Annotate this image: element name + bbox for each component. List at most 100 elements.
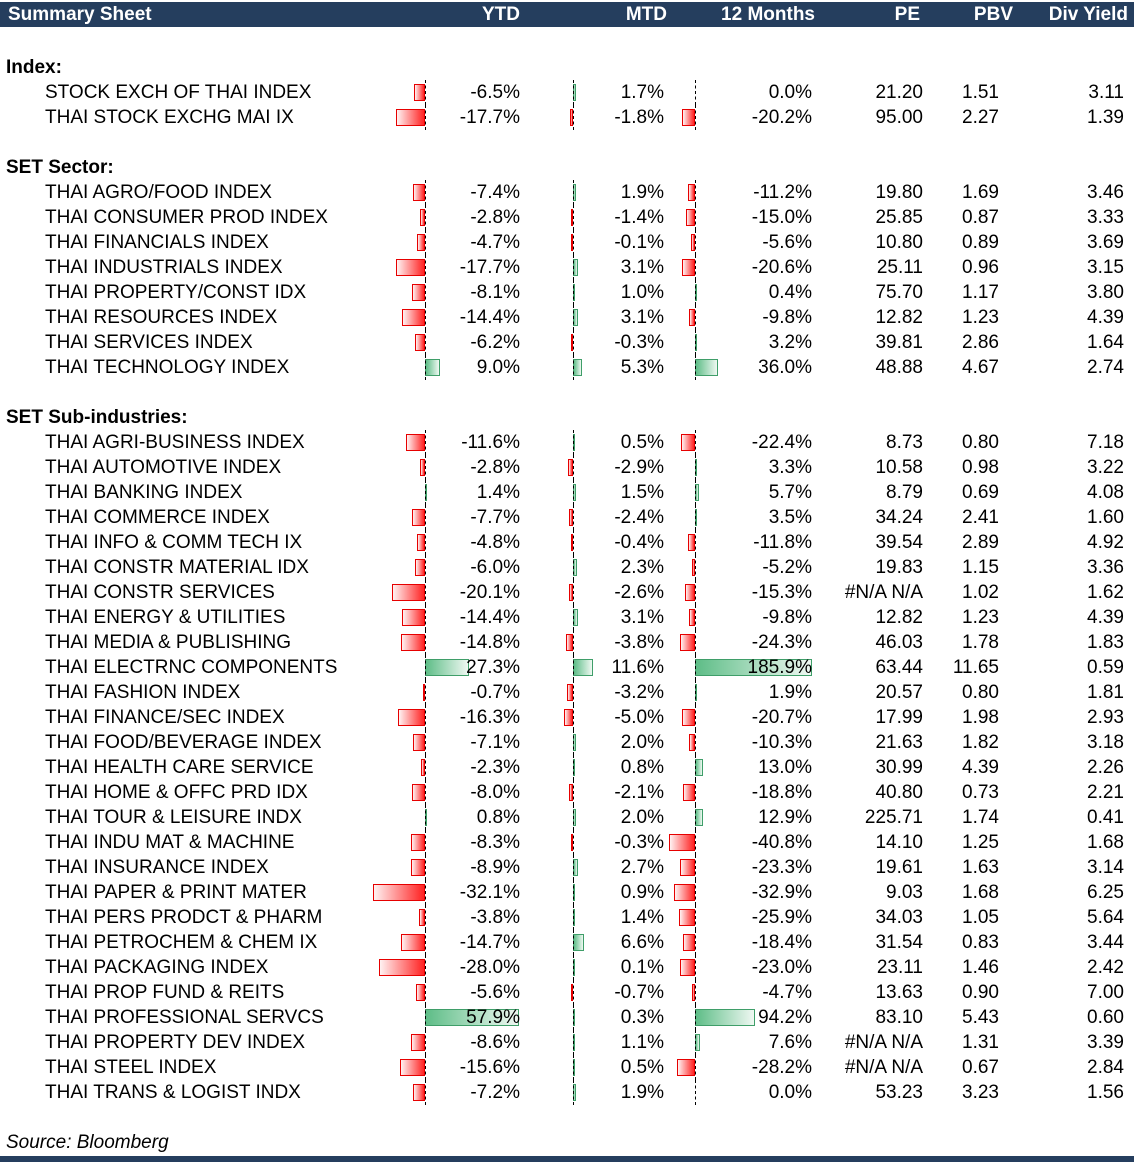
pbv-value: 3.23 xyxy=(962,1082,999,1103)
column-header-div-yield: Div Yield xyxy=(1048,4,1128,25)
mtd-value: 3.1% xyxy=(620,307,664,328)
negative-data-bar xyxy=(567,459,573,476)
column-header-12-months: 12 Months xyxy=(721,4,815,25)
mtd-bar-cell xyxy=(564,680,593,705)
div-yield-value: 2.26 xyxy=(1087,757,1124,778)
negative-data-bar xyxy=(688,309,695,326)
section-label: SET Sub-industries: xyxy=(6,407,188,428)
div-yield-value: 4.39 xyxy=(1087,307,1124,328)
table-row: THAI PROP FUND & REITS -5.6% -0.7% -4.7% 13.… xyxy=(0,980,1134,1005)
pbv-value: 2.41 xyxy=(962,507,999,528)
bar-axis-line xyxy=(425,755,426,780)
negative-data-bar xyxy=(410,859,425,876)
mtd-bar-cell xyxy=(564,430,593,455)
bar-axis-line xyxy=(425,705,426,730)
negative-data-bar xyxy=(674,884,695,901)
bar-axis-line xyxy=(573,430,574,455)
12m-value: -20.2% xyxy=(751,107,812,128)
negative-data-bar xyxy=(677,1059,695,1076)
bar-axis-line xyxy=(425,455,426,480)
mtd-bar-cell xyxy=(564,630,593,655)
mtd-bar-cell xyxy=(564,105,593,130)
pbv-value: 2.89 xyxy=(962,532,999,553)
div-yield-value: 2.93 xyxy=(1087,707,1124,728)
column-header-pbv: PBV xyxy=(973,4,1013,25)
bar-axis-line xyxy=(425,730,426,755)
ytd-value: 57.9% xyxy=(466,1007,520,1028)
negative-data-bar xyxy=(678,909,695,926)
mtd-bar-cell xyxy=(564,1030,593,1055)
pe-value: 19.61 xyxy=(875,857,923,878)
bar-axis-line xyxy=(573,1005,574,1030)
div-yield-value: 7.18 xyxy=(1087,432,1124,453)
table-row: THAI STEEL INDEX -15.6% 0.5% -28.2% #N/A N/A… xyxy=(0,1055,1134,1080)
pbv-value: 11.65 xyxy=(952,657,999,678)
mtd-bar-cell xyxy=(564,305,593,330)
m12-bar-cell xyxy=(669,105,812,130)
bar-axis-line xyxy=(695,680,696,705)
m12-bar-cell xyxy=(669,905,812,930)
negative-data-bar xyxy=(681,709,695,726)
pe-value: 225.71 xyxy=(864,807,923,828)
bar-axis-line xyxy=(425,330,426,355)
bar-axis-line xyxy=(573,705,574,730)
negative-data-bar xyxy=(688,609,695,626)
table-row: THAI HOME & OFFC PRD IDX -8.0% -2.1% -18.8%… xyxy=(0,780,1134,805)
mtd-value: 0.5% xyxy=(620,432,664,453)
bar-axis-line xyxy=(425,305,426,330)
bar-axis-line xyxy=(573,880,574,905)
spacer xyxy=(0,27,1134,55)
ytd-value: 1.4% xyxy=(476,482,520,503)
table-row: THAI ELECTRNC COMPONENTS 27.3% 11.6% 185.9%… xyxy=(0,655,1134,680)
bar-axis-line xyxy=(425,1030,426,1055)
mtd-bar-cell xyxy=(564,905,593,930)
negative-data-bar xyxy=(423,684,425,701)
bar-axis-line xyxy=(425,555,426,580)
mtd-bar-cell xyxy=(564,980,593,1005)
negative-data-bar xyxy=(687,534,695,551)
table-row: THAI RESOURCES INDEX -14.4% 3.1% -9.8% 12.82… xyxy=(0,305,1134,330)
negative-data-bar xyxy=(682,109,695,126)
mtd-bar-cell xyxy=(564,930,593,955)
div-yield-value: 2.74 xyxy=(1087,357,1124,378)
bar-axis-line xyxy=(695,280,696,305)
ytd-value: -11.6% xyxy=(461,432,520,453)
negative-data-bar xyxy=(692,984,695,1001)
ytd-bar-cell xyxy=(373,1055,520,1080)
m12-bar-cell xyxy=(669,755,812,780)
ytd-bar-cell xyxy=(373,980,520,1005)
m12-bar-cell xyxy=(669,305,812,330)
pbv-value: 1.02 xyxy=(962,582,999,603)
12m-value: -20.7% xyxy=(751,707,812,728)
ytd-value: 27.3% xyxy=(466,657,520,678)
ytd-bar-cell xyxy=(373,80,520,105)
12m-value: -18.8% xyxy=(751,782,812,803)
mtd-bar-cell xyxy=(564,355,593,380)
pbv-value: 1.46 xyxy=(962,957,999,978)
bar-axis-line xyxy=(573,205,574,230)
row-name: THAI HOME & OFFC PRD IDX xyxy=(45,782,308,803)
negative-data-bar xyxy=(372,884,425,901)
bar-axis-line xyxy=(425,630,426,655)
m12-bar-cell xyxy=(669,580,812,605)
negative-data-bar xyxy=(406,434,425,451)
bar-axis-line xyxy=(573,630,574,655)
pbv-value: 1.15 xyxy=(962,557,999,578)
12m-value: -5.2% xyxy=(762,557,812,578)
pbv-value: 1.23 xyxy=(962,307,999,328)
ytd-value: -2.8% xyxy=(470,207,520,228)
table-row: THAI INDU MAT & MACHINE -8.3% -0.3% -40.8% 1… xyxy=(0,830,1134,855)
negative-data-bar xyxy=(401,609,425,626)
negative-data-bar xyxy=(571,984,573,1001)
row-name: THAI SERVICES INDEX xyxy=(45,332,253,353)
row-name: THAI PROPERTY DEV INDEX xyxy=(45,1032,306,1053)
m12-bar-cell xyxy=(669,480,812,505)
pe-value: 25.85 xyxy=(875,207,923,228)
ytd-bar-cell xyxy=(373,530,520,555)
mtd-bar-cell xyxy=(564,180,593,205)
mtd-value: 0.9% xyxy=(620,882,664,903)
table-row: THAI CONSUMER PROD INDEX -2.8% -1.4% -15.0%… xyxy=(0,205,1134,230)
m12-bar-cell xyxy=(669,680,812,705)
bar-axis-line xyxy=(425,1005,426,1030)
bar-axis-line xyxy=(425,805,426,830)
